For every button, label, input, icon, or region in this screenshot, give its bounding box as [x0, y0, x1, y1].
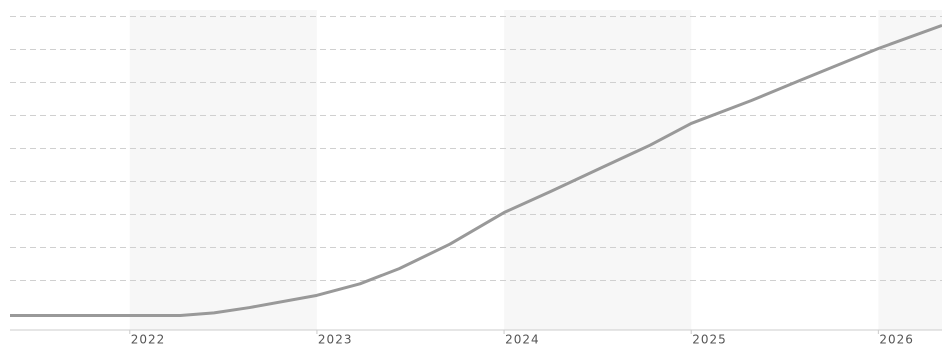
band — [878, 10, 942, 330]
x-tick-label: 2024 — [505, 333, 540, 347]
x-tick-label: 2025 — [692, 333, 727, 347]
x-tick-label: 2023 — [318, 333, 353, 347]
x-tick-label: 2026 — [879, 333, 914, 347]
band — [129, 10, 317, 330]
line — [10, 24, 942, 317]
x-tick-label: 2022 — [131, 333, 166, 347]
